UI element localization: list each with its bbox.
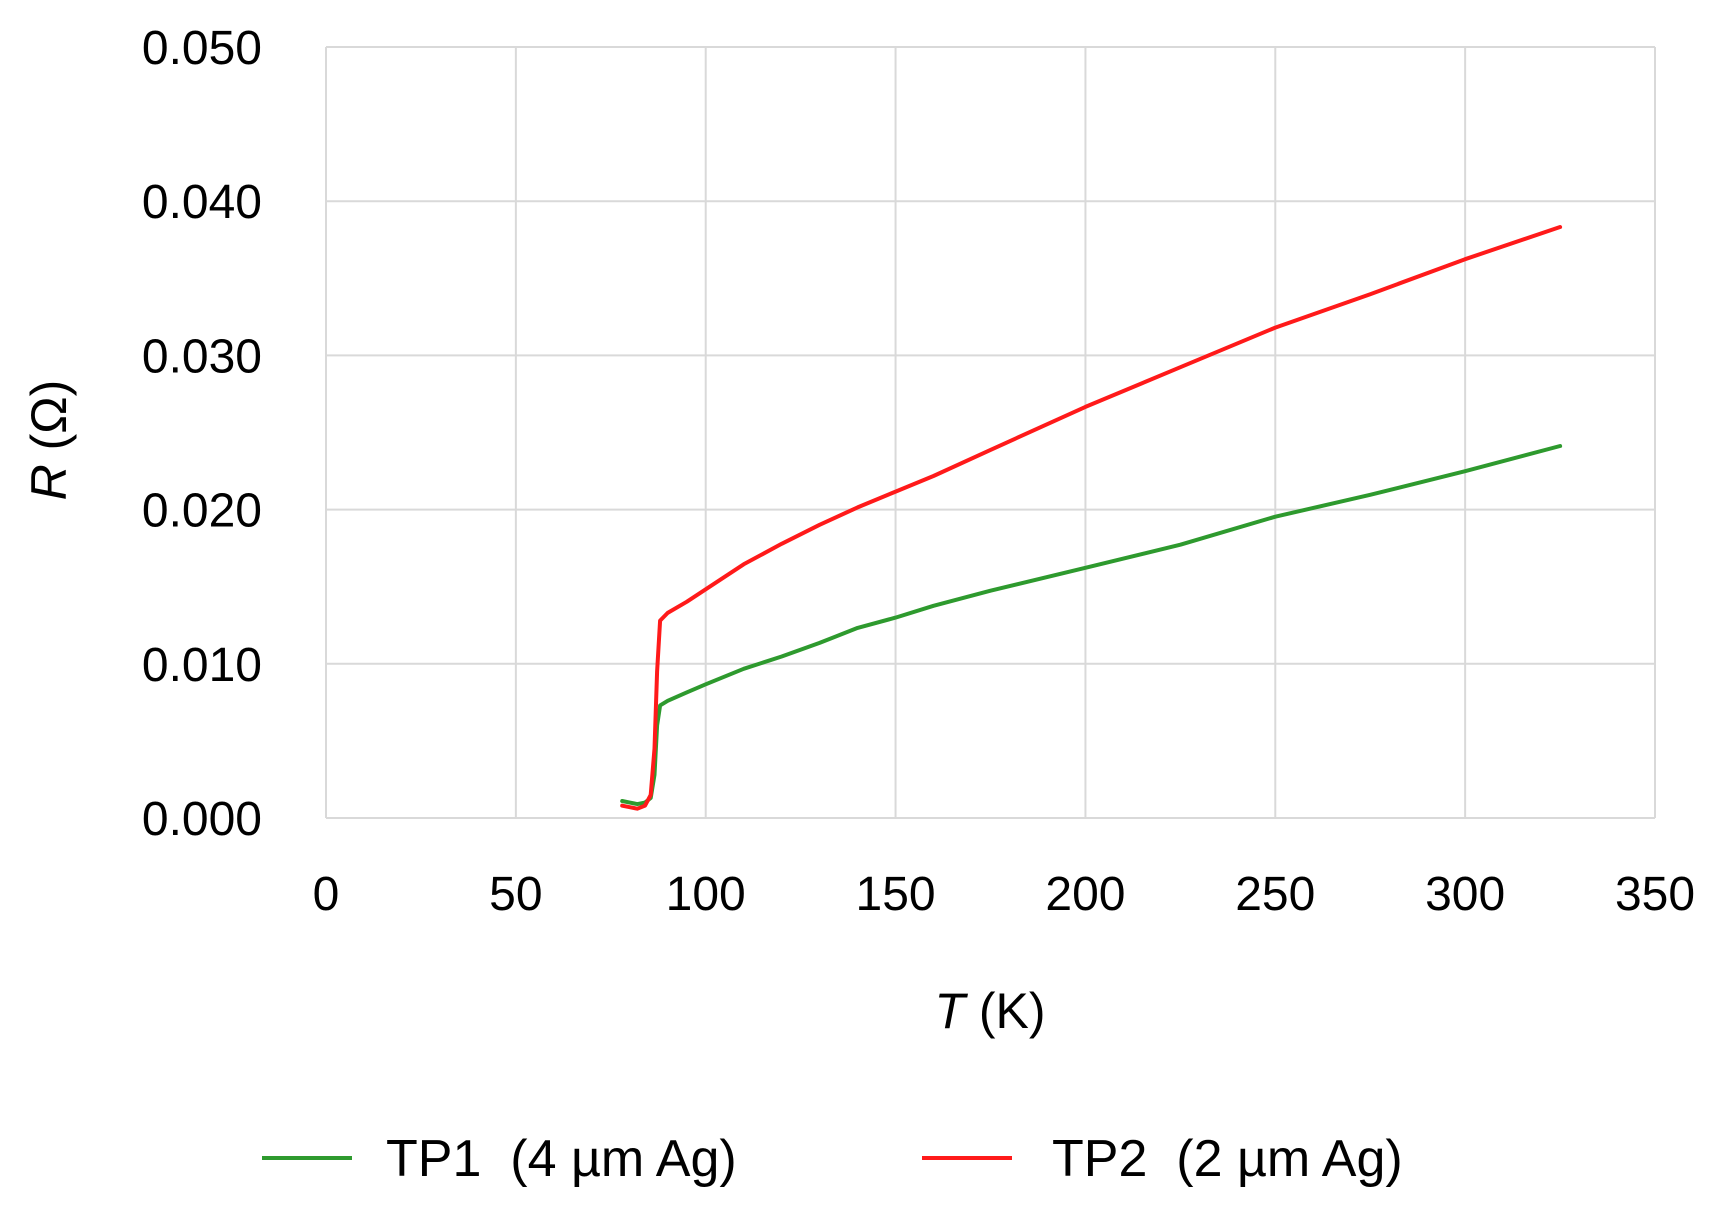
y-tick-label: 0.040 — [142, 176, 262, 229]
y-tick-label: 0.010 — [142, 639, 262, 692]
y-axis-label: R (Ω) — [21, 380, 77, 501]
x-tick-label: 100 — [666, 868, 746, 921]
grid — [325, 46, 1656, 819]
series-group — [620, 225, 1563, 811]
legend: TP1 (4 µm Ag) TP2 (2 µm Ag) — [262, 1130, 1403, 1188]
y-tick-label: 0.030 — [142, 330, 262, 383]
y-tick-labels: 0.000 0.010 0.020 0.030 0.040 0.050 — [142, 22, 262, 846]
y-axis-unit: (Ω) — [21, 380, 77, 465]
x-axis-variable: T — [934, 983, 968, 1039]
legend-label-tp2: TP2 (2 µm Ag) — [1052, 1130, 1403, 1188]
x-axis-unit: (K) — [965, 983, 1046, 1039]
x-tick-label: 300 — [1425, 868, 1505, 921]
y-axis-variable: R — [21, 464, 77, 500]
y-tick-label: 0.020 — [142, 485, 262, 538]
x-tick-label: 50 — [489, 868, 542, 921]
x-tick-label: 0 — [313, 868, 340, 921]
x-tick-label: 200 — [1045, 868, 1125, 921]
x-axis-label: T (K) — [934, 983, 1045, 1039]
x-tick-label: 250 — [1235, 868, 1315, 921]
x-tick-label: 350 — [1615, 868, 1695, 921]
series-line-tp2 — [620, 225, 1563, 811]
legend-label-tp1: TP1 (4 µm Ag) — [386, 1130, 737, 1188]
y-tick-label: 0.000 — [142, 793, 262, 846]
y-tick-label: 0.050 — [142, 22, 262, 75]
x-tick-labels: 0 50 100 150 200 250 300 350 — [313, 868, 1695, 921]
x-tick-label: 150 — [856, 868, 936, 921]
